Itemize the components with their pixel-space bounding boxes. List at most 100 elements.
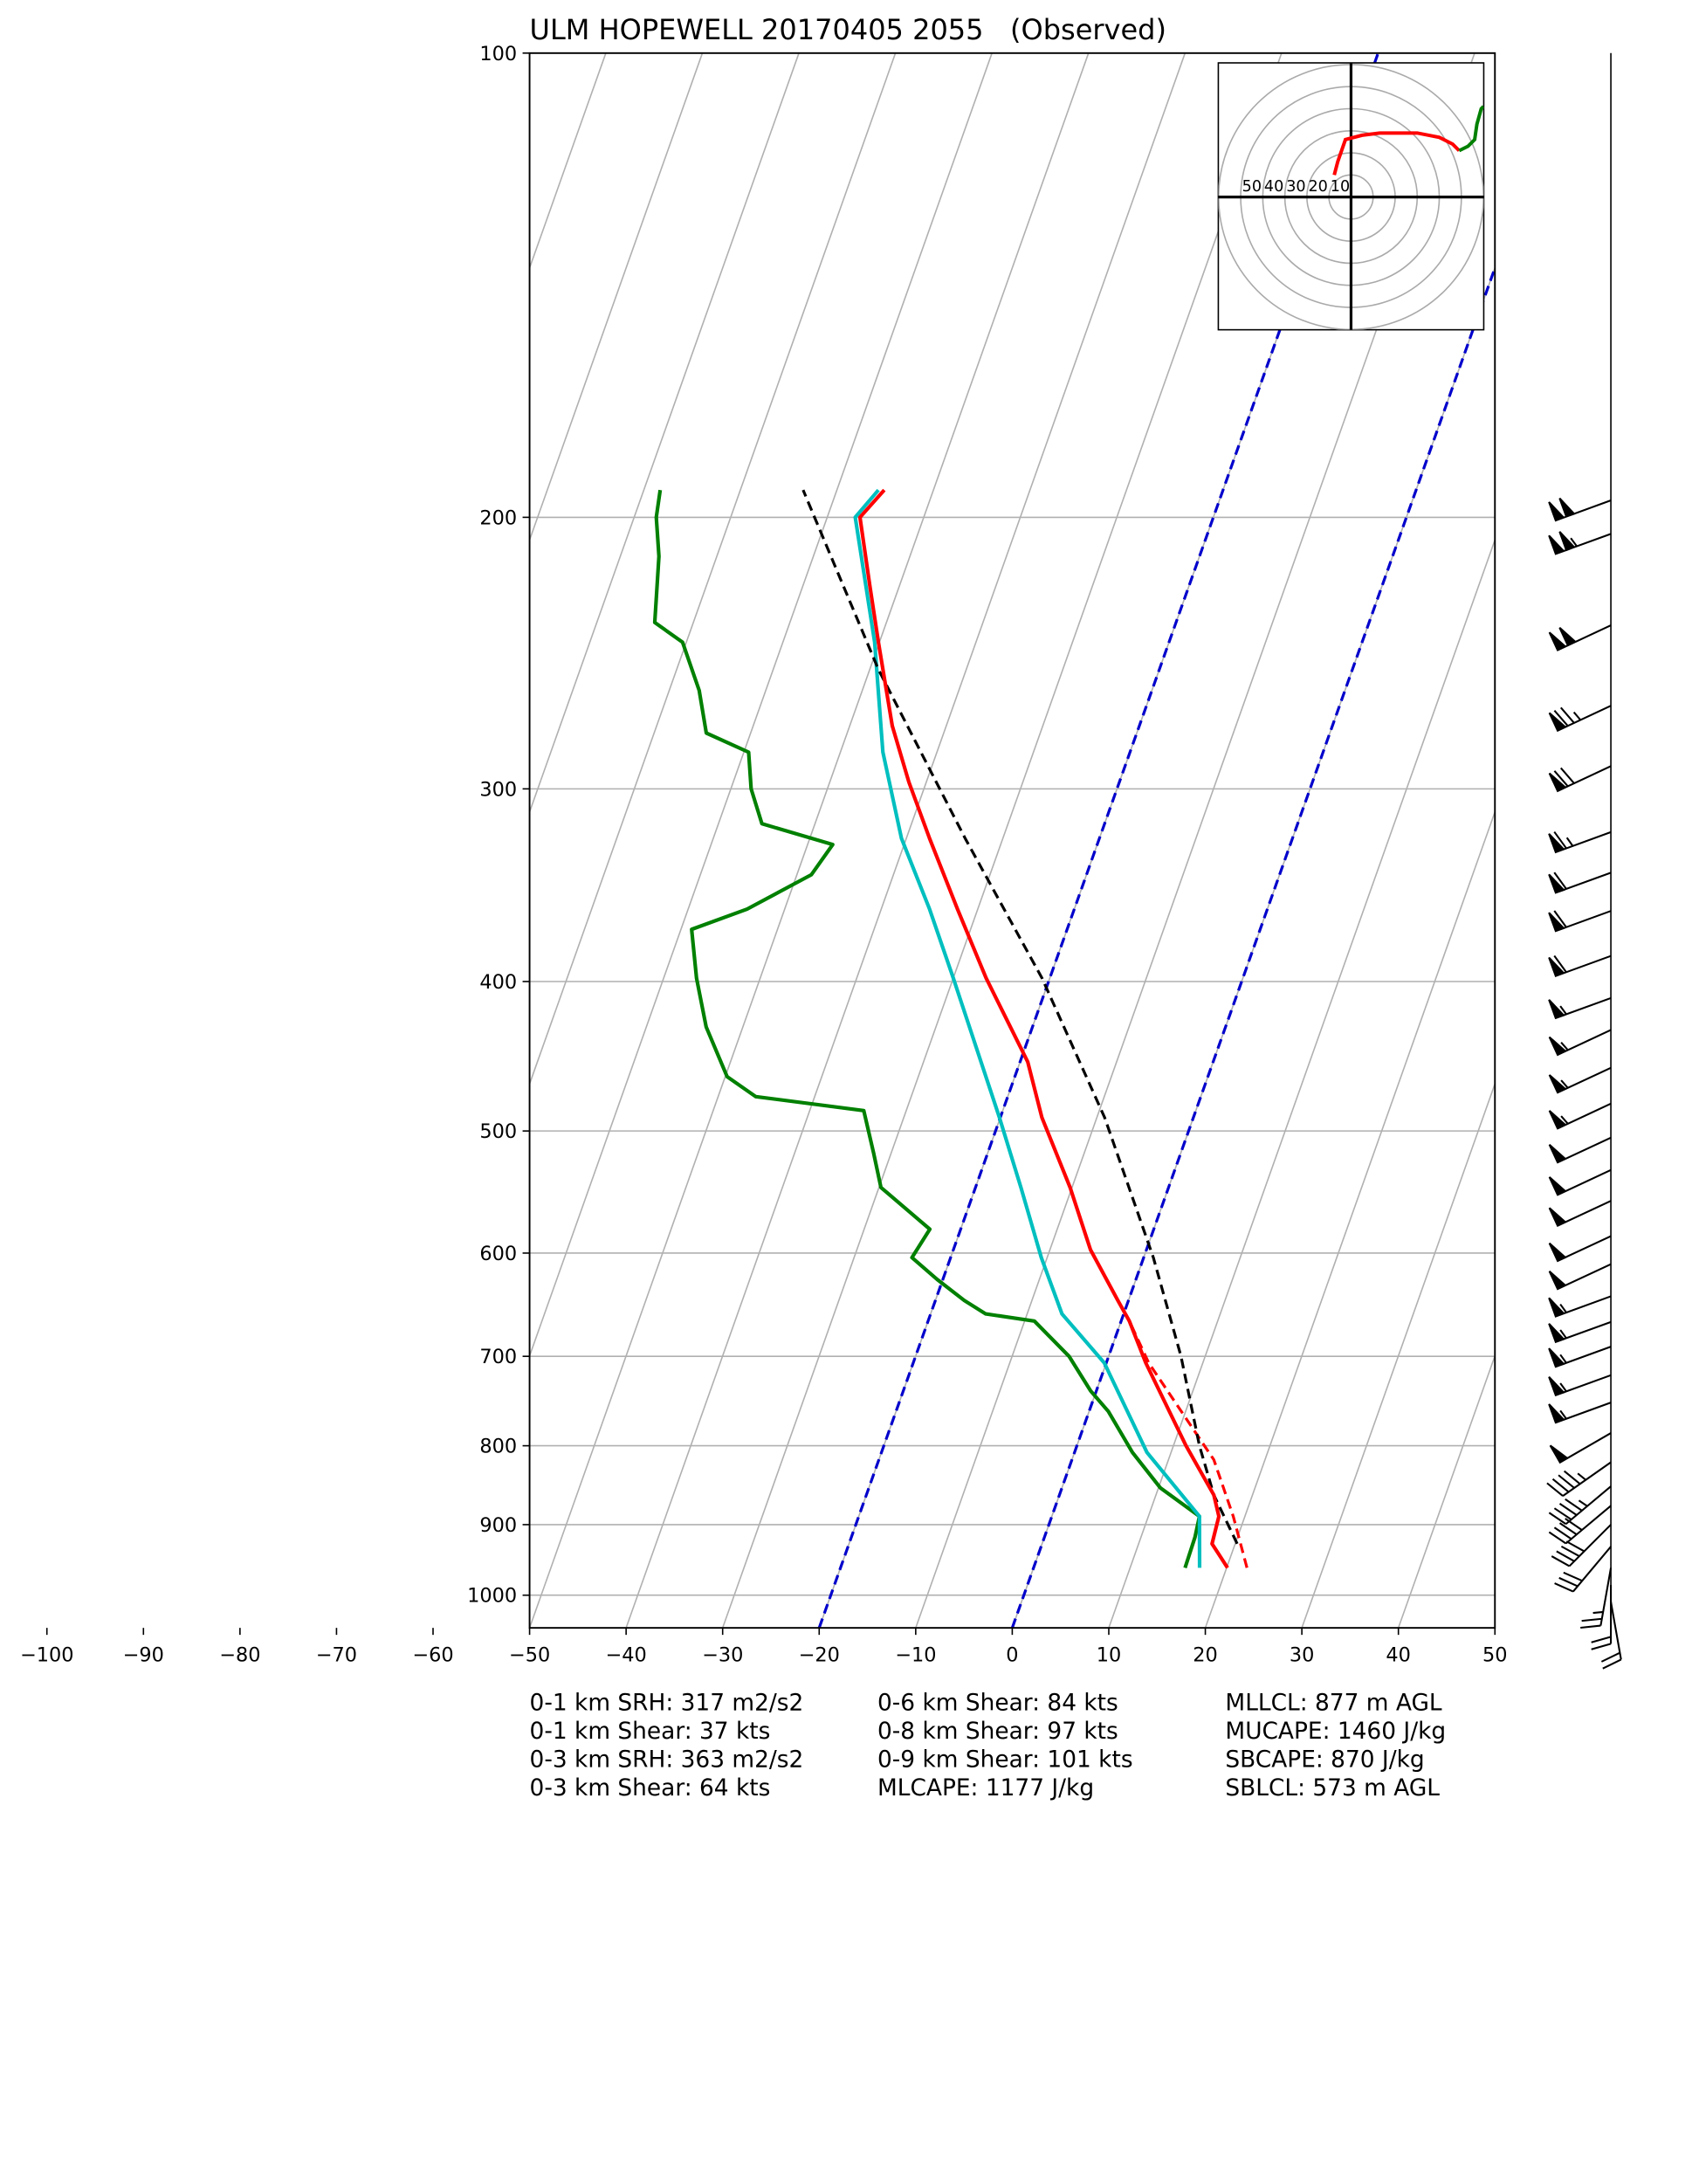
wind-barb [1548, 1320, 1612, 1344]
wind-barb [1548, 1136, 1612, 1164]
wind-barb [1548, 765, 1612, 793]
hodo-ring-label: 20 [1308, 178, 1327, 196]
y-tick-label: 500 [479, 1120, 517, 1143]
wind-barb [1548, 872, 1612, 894]
x-tick-label: −50 [509, 1644, 550, 1667]
chart-title: ULM HOPEWELL 20170405 2055 (Observed) [530, 13, 1166, 46]
stat-line: 0-1 km SRH: 317 m2/s2 [530, 1690, 804, 1717]
stat-line: 0-6 km Shear: 84 kts [877, 1690, 1118, 1717]
wind-barb [1548, 1200, 1612, 1228]
wind-barb [1548, 1295, 1612, 1318]
wind-barb [1548, 1066, 1612, 1094]
wind-barb [1548, 1374, 1612, 1397]
isotherm [1204, 810, 1496, 1629]
wind-barb [1548, 624, 1612, 651]
wind-barbs [1546, 497, 1622, 1670]
wind-barb [1548, 1168, 1612, 1196]
isotherm [529, 52, 607, 271]
stats: 0-1 km SRH: 317 m2/s20-1 km Shear: 37 kt… [530, 1690, 1447, 1802]
wind-barb [1548, 1029, 1612, 1057]
wind-barb [1600, 1602, 1622, 1670]
y-tick-label: 700 [479, 1346, 517, 1368]
y-tick-label: 400 [479, 971, 517, 994]
stat-line: MLLCL: 877 m AGL [1225, 1690, 1441, 1717]
isotherm [721, 52, 1283, 1629]
isotherm [625, 52, 1187, 1629]
isotherm [529, 52, 800, 815]
y-tick-label: 100 [479, 43, 517, 65]
profile-line [853, 488, 1202, 1568]
wind-barb [1548, 705, 1612, 733]
wind-barb [1548, 1485, 1612, 1526]
stat-line: 0-3 km Shear: 64 kts [530, 1774, 771, 1802]
stat-line: 0-9 km Shear: 101 kts [877, 1747, 1133, 1774]
profiles [652, 488, 1248, 1569]
wind-barb [1549, 1432, 1612, 1464]
wind-barb [1548, 1235, 1612, 1263]
y-tick-label: 800 [479, 1436, 517, 1458]
x-tick-label: −10 [895, 1644, 936, 1667]
hodo-ring-label: 10 [1331, 178, 1350, 196]
stat-line: 0-3 km SRH: 363 m2/s2 [530, 1747, 804, 1774]
x-tick-label: 0 [1006, 1644, 1018, 1667]
wind-barb [1546, 1461, 1612, 1497]
y-tick-label: 1000 [467, 1585, 517, 1608]
stat-line: 0-8 km Shear: 97 kts [877, 1718, 1118, 1745]
stat-line: SBLCL: 573 m AGL [1225, 1774, 1440, 1802]
isotherm [529, 52, 704, 542]
wind-barb [1548, 996, 1612, 1020]
x-tick-label: −30 [702, 1644, 743, 1667]
x-tick-label: −80 [219, 1644, 260, 1667]
wind-barb [1551, 1524, 1612, 1567]
wind-barb [1548, 1402, 1612, 1424]
x-tick-label: 50 [1482, 1644, 1507, 1667]
hodo-ring-label: 50 [1242, 178, 1262, 196]
profile-line [652, 489, 1201, 1568]
isotherm [1494, 1625, 1496, 1629]
isotherm [1108, 537, 1496, 1629]
x-tick-label: −20 [799, 1644, 840, 1667]
stat-line: 0-1 km Shear: 37 kts [530, 1718, 771, 1745]
isotherm [1397, 1354, 1496, 1629]
y-tick-label: 200 [479, 506, 517, 529]
x-tick-label: 30 [1290, 1644, 1315, 1667]
profile-line [801, 489, 1239, 1545]
isotherm [529, 52, 1090, 1629]
isotherm [529, 52, 993, 1359]
hodo-trace [1332, 131, 1461, 176]
x-tick-label: −60 [412, 1644, 453, 1667]
x-tick-label: −90 [123, 1644, 164, 1667]
x-tick-label: −100 [20, 1644, 74, 1667]
x-tick-label: −70 [316, 1644, 357, 1667]
wind-barb [1548, 497, 1612, 522]
y-tick-label: 600 [479, 1243, 517, 1265]
x-tick-label: −40 [606, 1644, 647, 1667]
isotherm [1301, 1081, 1496, 1629]
wind-barb [1591, 1585, 1613, 1650]
profile-line [857, 488, 1229, 1569]
stat-line: MLCAPE: 1177 J/kg [877, 1774, 1094, 1802]
y-tick-label: 900 [479, 1514, 517, 1537]
x-tick-label: 40 [1386, 1644, 1411, 1667]
y-tick-label: 300 [479, 778, 517, 801]
wind-barb [1548, 830, 1612, 854]
profile-line [1128, 1320, 1248, 1568]
stat-line: SBCAPE: 870 J/kg [1225, 1747, 1424, 1774]
hodo-ring-label: 40 [1264, 178, 1283, 196]
wind-barb [1548, 531, 1612, 555]
hodograph: 50 40 30 20 10 [1217, 62, 1485, 331]
wind-barb [1548, 1102, 1612, 1130]
x-tick-label: 20 [1193, 1644, 1218, 1667]
wind-barb [1580, 1567, 1613, 1629]
hodo-ring-label: 30 [1286, 178, 1305, 196]
stat-line: MUCAPE: 1460 J/kg [1225, 1718, 1446, 1745]
wind-barb [1548, 954, 1612, 978]
hodo-trace [1458, 105, 1484, 153]
isotherm [529, 52, 897, 1086]
wind-barb [1548, 1263, 1612, 1291]
x-tick-label: 10 [1097, 1644, 1122, 1667]
hodograph-body [1218, 63, 1484, 330]
wind-barb [1548, 910, 1612, 933]
